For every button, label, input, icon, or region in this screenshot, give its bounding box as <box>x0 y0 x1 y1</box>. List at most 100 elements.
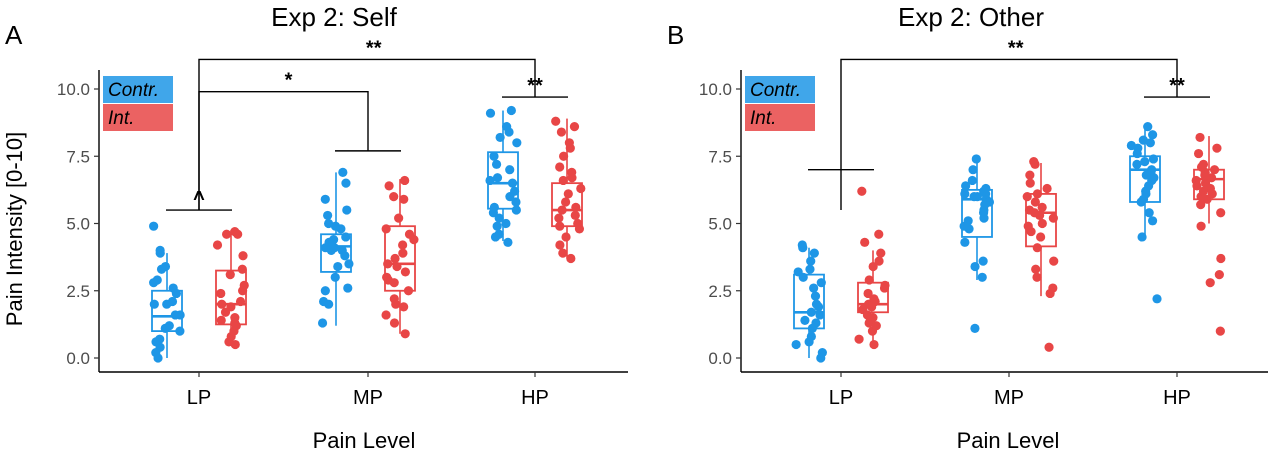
data-point <box>323 210 333 221</box>
data-point <box>554 213 564 223</box>
significance-bracket <box>198 90 369 211</box>
data-point <box>224 337 234 347</box>
data-point <box>220 307 231 317</box>
data-point <box>1030 197 1040 207</box>
legend-label: Contr. <box>108 80 159 101</box>
chart-panel-a: A Exp 2: Self 0.0 2.5 5.0 7.5 10.0 LP MP HP Pain L… <box>2 2 628 453</box>
y-tick-label: 10.0 <box>57 80 90 99</box>
data-point <box>555 162 565 172</box>
data-point <box>810 291 821 301</box>
data-point <box>488 208 498 218</box>
data-point <box>506 105 516 116</box>
data-point <box>805 264 815 274</box>
significance-label: * <box>285 70 293 92</box>
data-point <box>489 151 499 161</box>
data-point <box>874 229 884 239</box>
data-point <box>507 178 518 188</box>
significance-label: ** <box>1169 75 1185 97</box>
significance-label: ** <box>527 75 543 97</box>
data-point <box>1215 326 1225 336</box>
y-tick-label: 7.5 <box>708 147 732 166</box>
x-tick-label: MP <box>994 387 1024 409</box>
data-point <box>399 194 409 204</box>
data-point <box>811 318 821 328</box>
box <box>384 225 416 292</box>
data-point <box>383 275 393 285</box>
data-point <box>876 248 886 258</box>
data-point <box>551 116 561 126</box>
data-point <box>170 310 180 320</box>
series-int <box>212 116 586 350</box>
data-point <box>977 272 987 282</box>
data-point <box>155 245 165 255</box>
data-point <box>1147 216 1158 226</box>
significance-annotations: ** ** <box>808 37 1210 211</box>
data-point <box>557 205 567 215</box>
legend: Contr. Int. <box>745 76 815 131</box>
x-axis-label: Pain Level <box>957 428 1060 453</box>
data-point <box>566 253 576 264</box>
data-point <box>1022 192 1032 202</box>
data-point <box>492 173 503 183</box>
legend-label: Int. <box>108 108 134 129</box>
data-point <box>558 248 568 258</box>
data-point <box>235 296 246 307</box>
data-point <box>1026 226 1036 237</box>
data-point <box>337 245 347 255</box>
data-point <box>320 194 330 204</box>
data-point <box>971 154 981 164</box>
data-point <box>216 288 226 299</box>
data-point <box>1145 138 1155 148</box>
data-point <box>230 226 240 237</box>
data-point <box>555 221 565 231</box>
data-point <box>151 337 161 347</box>
data-point <box>1025 178 1035 188</box>
data-point <box>222 229 232 239</box>
data-point <box>1205 278 1215 288</box>
data-point <box>968 165 978 175</box>
data-point <box>343 283 353 293</box>
data-point <box>1193 148 1204 159</box>
data-point <box>815 310 825 320</box>
data-point <box>149 299 159 309</box>
data-point <box>806 307 816 317</box>
data-point <box>874 256 884 266</box>
data-point <box>389 294 399 304</box>
data-point <box>868 261 878 272</box>
data-point <box>237 264 247 274</box>
data-point <box>383 259 393 269</box>
data-point <box>494 213 504 223</box>
data-point <box>394 213 404 223</box>
x-tick-label: HP <box>1163 387 1191 409</box>
data-point <box>576 183 586 194</box>
data-point <box>1025 170 1035 180</box>
data-point <box>400 267 410 277</box>
significance-annotations: ***^** <box>166 37 568 211</box>
data-point <box>164 321 174 331</box>
data-point <box>1032 189 1043 199</box>
data-point <box>152 275 162 285</box>
data-point <box>981 183 991 194</box>
data-point <box>1152 294 1162 304</box>
data-point <box>961 181 971 191</box>
data-point <box>381 310 391 320</box>
data-point <box>167 296 178 307</box>
data-point <box>336 224 346 234</box>
data-point <box>1216 208 1226 218</box>
data-point <box>564 138 574 148</box>
data-point <box>225 270 235 280</box>
data-point <box>1137 232 1147 242</box>
data-point <box>871 321 881 331</box>
data-point <box>491 159 502 169</box>
series-int <box>854 132 1226 352</box>
box <box>551 182 583 228</box>
data-point <box>984 197 995 207</box>
box <box>961 188 993 238</box>
data-point <box>1198 186 1209 196</box>
data-point <box>217 299 227 309</box>
data-point <box>403 286 414 296</box>
data-point <box>231 321 241 331</box>
data-point <box>400 175 410 186</box>
data-point <box>341 232 351 242</box>
data-point <box>409 235 419 245</box>
